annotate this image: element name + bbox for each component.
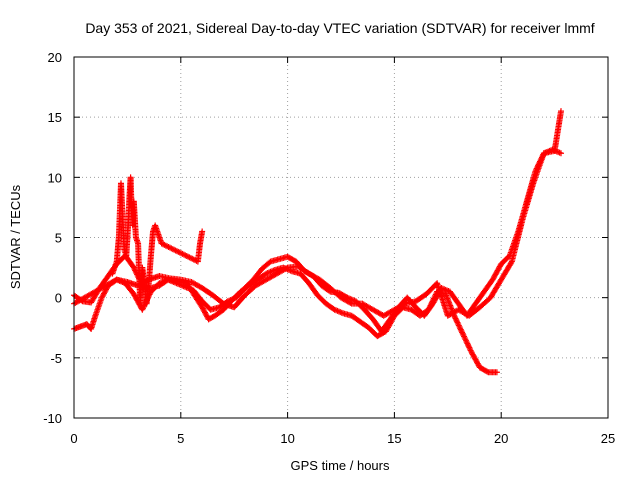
data-point-marker xyxy=(463,337,470,344)
data-point-marker xyxy=(493,369,500,376)
data-point-marker xyxy=(182,252,189,259)
data-point-marker xyxy=(466,346,473,353)
data-layer xyxy=(71,108,565,376)
data-point-marker xyxy=(164,243,171,250)
data-point-marker xyxy=(453,316,460,323)
grid-layer xyxy=(74,57,608,418)
series-trace-spikes xyxy=(109,174,206,307)
data-point-marker xyxy=(457,325,464,332)
x-tick-label: 10 xyxy=(280,431,294,446)
data-point-marker xyxy=(283,265,290,272)
data-point-marker xyxy=(538,155,545,162)
data-point-marker xyxy=(466,344,473,351)
data-point-marker xyxy=(175,248,182,255)
data-point-marker xyxy=(165,243,172,250)
x-tick-label: 5 xyxy=(177,431,184,446)
data-point-marker xyxy=(166,244,173,251)
data-point-marker xyxy=(558,150,565,157)
data-point-marker xyxy=(326,287,333,294)
data-point-marker xyxy=(172,247,179,254)
data-point-marker xyxy=(463,339,470,346)
data-point-marker xyxy=(189,255,196,262)
data-point-marker xyxy=(558,108,565,115)
data-point-marker xyxy=(534,164,541,171)
data-point-marker xyxy=(460,332,467,339)
data-point-marker xyxy=(464,340,471,347)
data-point-marker xyxy=(187,255,194,262)
plot-frame xyxy=(73,56,609,419)
tick-layer: 0 5 10 15 20 25 -10 -5 0 5 10 15 20 xyxy=(43,50,615,446)
data-point-marker xyxy=(130,264,137,271)
y-tick-label: 0 xyxy=(55,291,62,306)
data-point-marker xyxy=(158,240,165,247)
data-point-marker xyxy=(162,242,169,249)
data-point-marker xyxy=(451,314,458,321)
data-point-marker xyxy=(453,318,460,325)
data-point-marker xyxy=(161,241,168,248)
data-point-marker xyxy=(465,341,472,348)
data-point-marker xyxy=(539,153,546,160)
data-point-marker xyxy=(467,347,474,354)
data-point-marker xyxy=(533,165,540,172)
y-tick-label: -10 xyxy=(43,411,62,426)
data-point-marker xyxy=(537,157,544,164)
data-point-marker xyxy=(532,168,539,175)
data-point-marker xyxy=(140,305,147,312)
data-point-marker xyxy=(179,250,186,257)
data-point-marker xyxy=(458,327,465,334)
data-point-marker xyxy=(168,245,175,252)
y-tick-label: 5 xyxy=(55,231,62,246)
x-axis-label: GPS time / hours xyxy=(291,458,390,473)
data-point-marker xyxy=(176,249,183,256)
data-point-marker xyxy=(455,321,462,328)
y-tick-label: 15 xyxy=(48,110,62,125)
data-point-marker xyxy=(465,343,472,350)
data-point-marker xyxy=(183,253,190,260)
data-point-marker xyxy=(461,334,468,341)
data-point-marker xyxy=(159,241,166,248)
y-axis-label: SDTVAR / TECUs xyxy=(8,184,23,289)
series-trace-b xyxy=(71,108,565,319)
x-tick-label: 25 xyxy=(601,431,615,446)
data-point-marker xyxy=(508,259,515,266)
data-point-marker xyxy=(343,293,350,300)
data-point-marker xyxy=(461,333,468,340)
data-point-marker xyxy=(78,297,85,304)
x-tick-label: 20 xyxy=(494,431,508,446)
chart-title: Day 353 of 2021, Sidereal Day-to-day VTE… xyxy=(85,20,594,36)
x-tick-label: 15 xyxy=(387,431,401,446)
data-point-marker xyxy=(462,336,469,343)
data-point-marker xyxy=(452,315,459,322)
data-point-marker xyxy=(173,248,180,255)
data-point-marker xyxy=(178,250,185,257)
data-point-marker xyxy=(186,254,193,261)
data-point-marker xyxy=(169,246,176,253)
data-point-marker xyxy=(533,166,540,173)
data-point-marker xyxy=(171,246,178,253)
data-point-marker xyxy=(536,158,543,165)
data-point-marker xyxy=(455,322,462,329)
data-point-marker xyxy=(454,319,461,326)
data-point-marker xyxy=(535,162,542,169)
data-point-marker xyxy=(180,251,187,258)
data-point-marker xyxy=(459,330,466,337)
y-tick-label: -5 xyxy=(50,351,62,366)
data-point-marker xyxy=(456,323,463,330)
data-point-marker xyxy=(536,159,543,166)
data-point-marker xyxy=(538,154,545,161)
y-tick-label: 10 xyxy=(48,170,62,185)
y-tick-label: 20 xyxy=(48,50,62,65)
data-point-marker xyxy=(484,368,491,375)
data-point-marker xyxy=(139,306,146,313)
data-point-marker xyxy=(199,228,206,235)
data-point-marker xyxy=(457,326,464,333)
data-point-marker xyxy=(459,329,466,336)
x-tick-label: 0 xyxy=(70,431,77,446)
data-point-marker xyxy=(185,253,192,260)
series-trace-c xyxy=(71,146,565,335)
data-point-marker xyxy=(535,161,542,168)
data-point-marker xyxy=(140,303,147,310)
